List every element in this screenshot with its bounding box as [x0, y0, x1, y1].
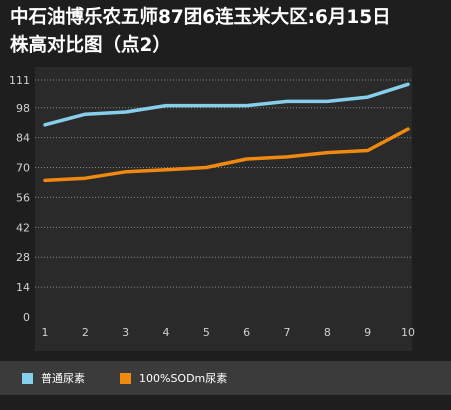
series-line-2 [43, 127, 410, 183]
x-tick-label: 3 [122, 326, 129, 339]
y-tick-label: 84 [16, 132, 30, 145]
x-tick-label: 8 [324, 326, 331, 339]
x-tick-label: 2 [82, 326, 89, 339]
chart-title: 中石油博乐农五师87团6连玉米大区:6月15日 株高对比图（点2） [10, 4, 450, 60]
chart-title-line-1: 中石油博乐农五师87团6连玉米大区:6月15日 [10, 7, 391, 28]
y-tick-label: 98 [16, 102, 30, 115]
legend-item-series-1: 普通尿素 [22, 370, 85, 386]
x-axis-ticks: 1 2 3 4 5 6 7 8 9 10 [42, 326, 416, 339]
legend-swatch-series-1 [22, 372, 33, 384]
y-tick-label: 42 [16, 221, 30, 234]
plot-area [35, 67, 412, 351]
x-tick-label: 4 [163, 326, 170, 339]
y-tick-label: 28 [16, 251, 30, 264]
x-tick-label: 7 [284, 326, 291, 339]
x-tick-label: 1 [42, 326, 49, 339]
y-axis-ticks: 0 14 28 42 56 70 84 98 111 [9, 74, 30, 324]
x-tick-label: 6 [243, 326, 250, 339]
legend-label-series-2: 100%SODm尿素 [139, 372, 228, 385]
x-tick-label: 9 [364, 326, 371, 339]
chart-title-line-2: 株高对比图（点2） [10, 35, 171, 56]
y-tick-label: 14 [16, 281, 30, 294]
x-tick-label: 5 [203, 326, 210, 339]
legend: 普通尿素 100%SODm尿素 [0, 361, 451, 395]
series-lines [43, 82, 410, 183]
y-tick-label: 0 [23, 311, 30, 324]
legend-swatch-series-2 [120, 372, 131, 384]
y-tick-label: 70 [16, 162, 30, 175]
y-tick-label: 111 [9, 74, 30, 87]
series-line-1 [43, 82, 410, 127]
y-tick-label: 56 [16, 191, 30, 204]
legend-label-series-1: 普通尿素 [41, 372, 85, 385]
legend-item-series-2: 100%SODm尿素 [120, 370, 227, 386]
x-tick-label: 10 [401, 326, 415, 339]
